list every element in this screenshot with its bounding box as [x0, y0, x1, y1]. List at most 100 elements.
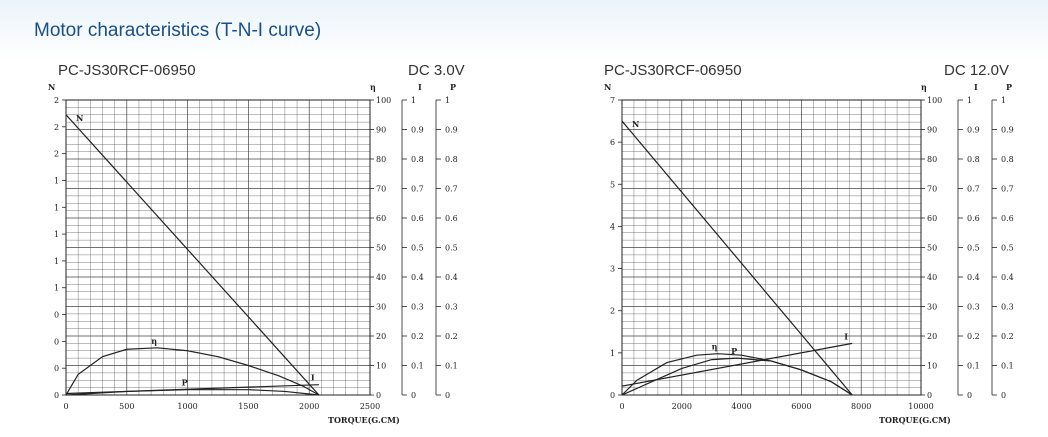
- model-label: PC-JS30RCF-06950: [58, 62, 196, 79]
- series-line-eta: [65, 347, 320, 396]
- eff-tick-label: 50: [927, 244, 937, 253]
- i-tick-label: 1: [411, 96, 416, 105]
- series-label: P: [731, 346, 737, 356]
- eff-tick-label: 10: [376, 362, 386, 371]
- n-axis-label: N: [48, 82, 55, 92]
- i-axis-label: I: [974, 82, 978, 92]
- p-tick-label: 0.2: [1001, 332, 1014, 341]
- i-tick-label: 0.7: [967, 185, 980, 194]
- p-tick-label: 0: [1001, 391, 1006, 400]
- n-tick-label: 6: [610, 138, 615, 147]
- x-tick-label: 6000: [791, 402, 811, 411]
- n-tick-label: 0: [54, 337, 59, 346]
- eff-tick-label: 80: [376, 155, 386, 164]
- i-tick-label: 0.8: [967, 155, 980, 164]
- i-tick-label: 0: [411, 391, 416, 400]
- p-tick-label: 0.5: [1001, 244, 1014, 253]
- n-axis-label: N: [604, 82, 611, 92]
- n-tick-label: 1: [610, 349, 615, 358]
- tni-chart-12v: N01234567η0102030405060708090100I00.10.2…: [604, 82, 1014, 425]
- eff-axis-label: η: [370, 82, 376, 92]
- x-tick-label: 1000: [177, 402, 197, 411]
- i-tick-label: 0.3: [967, 303, 980, 312]
- eff-tick-label: 20: [376, 332, 386, 341]
- x-tick-label: 10000: [908, 402, 933, 411]
- series-line-p: [65, 389, 319, 396]
- x-tick-label: 1500: [238, 402, 258, 411]
- eff-tick-label: 100: [927, 96, 942, 105]
- p-tick-label: 0.1: [445, 362, 458, 371]
- series-line-n: [65, 114, 320, 396]
- p-tick-label: 0.9: [1001, 126, 1014, 135]
- eff-tick-label: 100: [376, 96, 391, 105]
- p-tick-label: 0.4: [445, 273, 458, 282]
- eff-tick-label: 70: [927, 185, 937, 194]
- eff-tick-label: 90: [376, 126, 386, 135]
- i-tick-label: 0.1: [411, 362, 424, 371]
- p-tick-label: 0.2: [445, 332, 458, 341]
- i-tick-label: 0.6: [967, 214, 980, 223]
- i-axis-label: I: [418, 82, 422, 92]
- series-label: I: [311, 373, 315, 383]
- series-line-i: [621, 342, 853, 387]
- x-tick-label: 4000: [731, 402, 751, 411]
- p-tick-label: 0.6: [1001, 214, 1014, 223]
- p-tick-label: 0.8: [445, 155, 458, 164]
- x-tick-label: 0: [619, 402, 624, 411]
- x-tick-label: 0: [63, 402, 68, 411]
- series-label: I: [844, 331, 848, 341]
- eff-tick-label: 70: [376, 185, 386, 194]
- series-line-n: [621, 120, 853, 396]
- n-tick-label: 0: [54, 391, 59, 400]
- eff-tick-label: 40: [927, 273, 937, 282]
- x-tick-label: 2000: [299, 402, 319, 411]
- series-line-eta: [621, 353, 853, 396]
- eff-tick-label: 0: [927, 391, 932, 400]
- i-tick-label: 1: [967, 96, 972, 105]
- series-label: η: [151, 336, 157, 346]
- eff-tick-label: 20: [927, 332, 937, 341]
- series-label: N: [632, 119, 639, 129]
- i-tick-label: 0.4: [967, 273, 980, 282]
- x-tick-label: 2000: [672, 402, 692, 411]
- i-tick-label: 0.2: [967, 332, 980, 341]
- tni-chart-3v: N000011111222η0102030405060708090100I00.…: [48, 82, 458, 425]
- i-tick-label: 0.9: [411, 126, 424, 135]
- x-tick-label: 500: [119, 402, 134, 411]
- n-tick-label: 1: [54, 176, 59, 185]
- p-tick-label: 0.1: [1001, 362, 1014, 371]
- p-tick-label: 0.3: [1001, 303, 1014, 312]
- eff-tick-label: 0: [376, 391, 381, 400]
- p-tick-label: 0.9: [445, 126, 458, 135]
- p-tick-label: 0.4: [1001, 273, 1014, 282]
- x-tick-label: 8000: [851, 402, 871, 411]
- p-tick-label: 0.5: [445, 244, 458, 253]
- n-tick-label: 7: [610, 96, 615, 105]
- p-tick-label: 0.8: [1001, 155, 1014, 164]
- voltage-label: DC 3.0V: [408, 62, 465, 79]
- n-tick-label: 1: [54, 284, 59, 293]
- eff-tick-label: 10: [927, 362, 937, 371]
- n-tick-label: 3: [610, 265, 615, 274]
- p-tick-label: 0.7: [445, 185, 458, 194]
- p-tick-label: 0.3: [445, 303, 458, 312]
- eff-tick-label: 60: [376, 214, 386, 223]
- eff-tick-label: 80: [927, 155, 937, 164]
- i-tick-label: 0.2: [411, 332, 424, 341]
- chart-panel-12v: PC-JS30RCF-06950 DC 12.0V N 0 1 2 3 4 5 6 7 η 0 10 2…: [524, 58, 1044, 437]
- i-tick-label: 0.5: [967, 244, 980, 253]
- n-tick-label: 2: [54, 123, 59, 132]
- eff-tick-label: 40: [376, 273, 386, 282]
- i-tick-label: 0.7: [411, 185, 424, 194]
- p-tick-label: 0.7: [1001, 185, 1014, 194]
- n-tick-label: 1: [54, 203, 59, 212]
- i-tick-label: 0.5: [411, 244, 424, 253]
- i-tick-label: 0.6: [411, 214, 424, 223]
- n-tick-label: 5: [610, 180, 615, 189]
- eff-axis-label: η: [921, 82, 927, 92]
- p-tick-label: 1: [445, 96, 450, 105]
- x-tick-label: 2500: [360, 402, 380, 411]
- series-line-p: [621, 357, 853, 396]
- p-tick-label: 0.6: [445, 214, 458, 223]
